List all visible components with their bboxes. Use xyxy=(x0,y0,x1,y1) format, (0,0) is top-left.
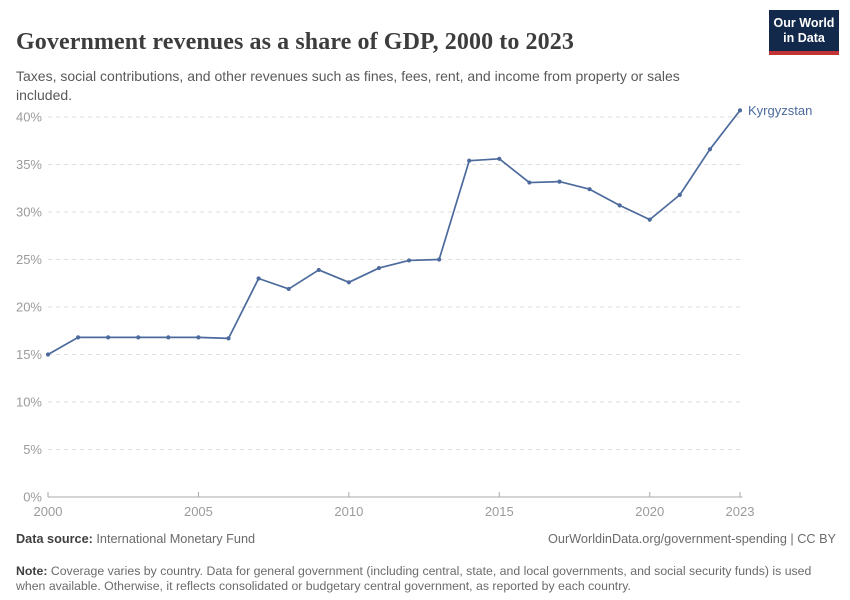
footer-note-label: Note: xyxy=(16,564,48,579)
x-axis-label: 2000 xyxy=(34,504,63,519)
data-point[interactable] xyxy=(527,180,532,185)
owid-logo-line2: in Data xyxy=(783,31,825,45)
data-point[interactable] xyxy=(166,335,171,340)
y-axis-label: 35% xyxy=(16,157,42,172)
data-source-label: Data source: xyxy=(16,532,93,546)
x-axis-label: 2023 xyxy=(726,504,755,519)
data-point[interactable] xyxy=(467,158,472,163)
data-point[interactable] xyxy=(406,258,412,263)
data-point[interactable] xyxy=(587,187,592,192)
y-axis-label: 20% xyxy=(16,300,42,315)
page-title: Government revenues as a share of GDP, 2… xyxy=(16,29,574,56)
data-point[interactable] xyxy=(286,286,291,292)
x-axis-label: 2015 xyxy=(485,504,514,519)
data-point[interactable] xyxy=(557,179,562,184)
y-axis-label: 0% xyxy=(23,490,42,505)
data-point[interactable] xyxy=(75,335,81,340)
footer-note-text: Coverage varies by country. Data for gen… xyxy=(16,564,812,593)
data-point[interactable] xyxy=(316,267,321,273)
chart-svg[interactable]: 0% 5% 10% 15% 20% 25% 30% 35% 40% 2000 2005 2010 201… xyxy=(0,95,850,530)
data-point[interactable] xyxy=(707,147,713,152)
y-axis-label: 25% xyxy=(16,252,42,267)
data-point[interactable] xyxy=(226,336,231,341)
data-source-value: International Monetary Fund xyxy=(92,532,256,546)
data-point[interactable] xyxy=(737,108,743,113)
x-axis-label: 2010 xyxy=(334,504,363,519)
data-point[interactable] xyxy=(196,335,201,340)
owid-logo[interactable]: Our World in Data xyxy=(769,10,839,55)
data-source: Data source: International Monetary Fund xyxy=(16,532,255,546)
y-axis-label: 5% xyxy=(23,442,42,457)
footer-source-row: Data source: International Monetary Fund… xyxy=(16,532,836,546)
data-point[interactable] xyxy=(437,257,442,262)
data-point[interactable] xyxy=(136,335,141,340)
y-axis-label: 15% xyxy=(16,347,42,362)
data-point[interactable] xyxy=(346,280,351,285)
data-point[interactable] xyxy=(647,217,652,222)
footer-note: Note: Coverage varies by country. Data f… xyxy=(16,564,826,593)
x-axis-label: 2005 xyxy=(184,504,213,519)
y-axis-label: 40% xyxy=(16,110,42,125)
data-point[interactable] xyxy=(617,203,622,208)
data-point[interactable] xyxy=(677,192,682,197)
y-axis-label: 30% xyxy=(16,205,42,220)
y-axis-label: 10% xyxy=(16,395,42,410)
x-axis-label: 2020 xyxy=(635,504,664,519)
page-subtitle: Taxes, social contributions, and other r… xyxy=(16,68,680,103)
data-point[interactable] xyxy=(256,276,261,281)
rights-link[interactable]: OurWorldinData.org/government-spending |… xyxy=(548,532,836,546)
data-point[interactable] xyxy=(106,335,111,340)
data-point[interactable] xyxy=(497,156,502,161)
data-point[interactable] xyxy=(45,352,51,357)
series-end-label[interactable]: Kyrgyzstan xyxy=(748,103,812,118)
data-point[interactable] xyxy=(376,265,382,271)
series-line xyxy=(47,109,741,356)
owid-logo-line1: Our World xyxy=(773,16,835,30)
